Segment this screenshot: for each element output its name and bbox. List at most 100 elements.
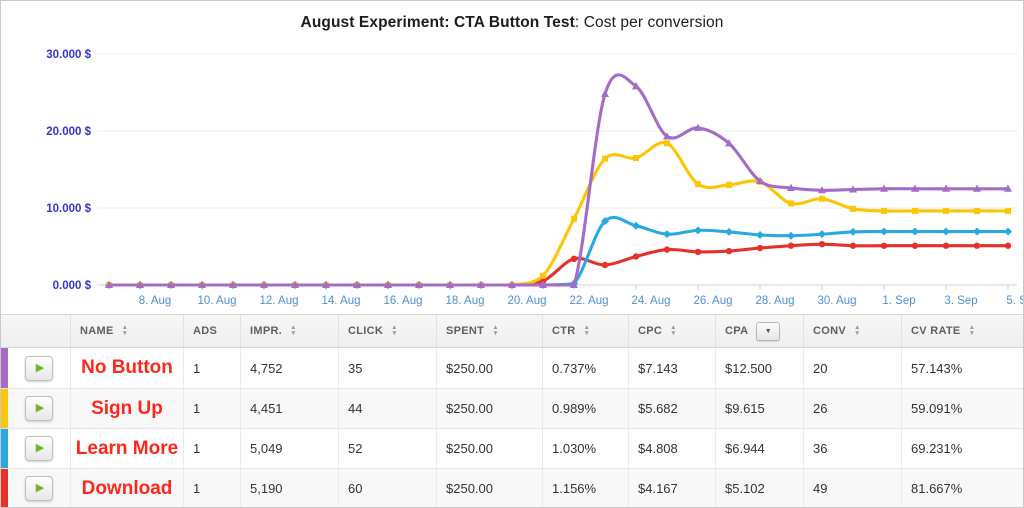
- series-no-button: [105, 73, 1012, 288]
- data-point-marker-triangle: [508, 280, 516, 288]
- experiment-name[interactable]: Learn More: [70, 429, 183, 468]
- cell-click: 44: [338, 389, 436, 428]
- data-point-marker-diamond: [663, 230, 671, 239]
- cell-click: 60: [338, 469, 436, 507]
- col-header-label: CPC: [638, 325, 663, 337]
- data-point-marker-circle: [818, 240, 826, 248]
- sort-up-icon: ▲: [853, 324, 861, 331]
- data-point-marker-circle: [880, 242, 888, 249]
- sort-icon[interactable]: ▲ ▼: [670, 324, 677, 337]
- sort-down-icon: ▼: [492, 330, 499, 337]
- cell-conv: 20: [803, 348, 901, 388]
- experiment-name[interactable]: Download: [70, 469, 183, 507]
- x-axis-label-10-aug: 10. Aug: [197, 295, 236, 307]
- col-header-cpa[interactable]: CPA ▼: [715, 315, 803, 347]
- sort-down-icon: ▼: [290, 330, 297, 337]
- data-point-marker-triangle: [570, 280, 578, 288]
- data-point-marker-square: [943, 207, 949, 214]
- col-header-label: SPENT: [446, 325, 485, 337]
- x-axis-label-22-aug: 22. Aug: [569, 295, 608, 307]
- data-point-marker-square: [602, 155, 608, 162]
- cell-cv-rate: 81.667%: [901, 469, 1023, 507]
- play-icon: ▶: [35, 482, 45, 494]
- data-point-marker-triangle: [384, 280, 392, 288]
- data-point-marker-triangle: [539, 280, 547, 288]
- x-axis-label-8-aug: 8. Aug: [139, 295, 172, 307]
- chart-title-metric: : Cost per conversion: [574, 14, 724, 31]
- series-line-sign-up: [107, 141, 1010, 287]
- data-point-marker-circle: [601, 261, 609, 269]
- play-button[interactable]: ▶: [25, 476, 53, 501]
- data-point-marker-diamond: [1004, 227, 1012, 236]
- cell-cv-rate: 57.143%: [901, 348, 1023, 388]
- results-table-body: ▶ No Button 1 4,752 35 $250.00 0.737% $7.143 $12…: [1, 348, 1023, 507]
- sort-up-icon: ▲: [492, 324, 499, 331]
- cell-spent: $250.00: [436, 348, 542, 388]
- data-point-marker-square: [664, 140, 670, 147]
- col-header-name[interactable]: NAME ▲ ▼: [70, 315, 183, 347]
- series-sign-up: [106, 140, 1011, 288]
- play-icon: ▶: [35, 361, 45, 374]
- data-point-marker-diamond: [694, 226, 702, 235]
- active-sort-desc-button[interactable]: ▼: [756, 321, 781, 341]
- series-color-bar: [1, 469, 8, 507]
- sort-icon[interactable]: ▲ ▼: [584, 324, 591, 337]
- play-button[interactable]: ▶: [25, 396, 53, 421]
- cell-ctr: 1.156%: [542, 469, 628, 507]
- data-point-marker-triangle: [756, 176, 764, 185]
- sort-icon[interactable]: ▲ ▼: [391, 324, 398, 337]
- data-point-marker-triangle: [725, 139, 733, 147]
- cell-ctr: 0.989%: [542, 389, 628, 428]
- col-header-conv[interactable]: CONV ▲ ▼: [803, 315, 901, 347]
- header-spacer-play: [8, 315, 70, 347]
- data-point-marker-triangle: [322, 280, 330, 288]
- col-header-label: ADS: [193, 325, 218, 337]
- series-color-bar: [1, 429, 8, 468]
- cell-ctr: 1.030%: [542, 429, 628, 468]
- sort-up-icon: ▲: [391, 324, 398, 331]
- sort-icon[interactable]: ▲ ▼: [290, 324, 297, 337]
- cell-cpc: $7.143: [628, 348, 715, 388]
- data-point-marker-triangle: [291, 280, 299, 288]
- cell-cpa: $5.102: [715, 469, 803, 507]
- col-header-spent[interactable]: SPENT ▲ ▼: [436, 315, 542, 347]
- x-axis-label-30-aug: 30. Aug: [817, 295, 856, 307]
- data-point-marker-diamond: [880, 227, 888, 236]
- play-cell: ▶: [8, 469, 70, 507]
- cell-conv: 49: [803, 469, 901, 507]
- data-point-marker-circle: [849, 242, 857, 249]
- experiment-name[interactable]: No Button: [70, 348, 183, 388]
- data-point-marker-triangle: [911, 184, 919, 192]
- experiment-name[interactable]: Sign Up: [70, 389, 183, 428]
- sort-icon[interactable]: ▲ ▼: [122, 324, 129, 337]
- data-point-marker-triangle: [446, 280, 454, 288]
- table-row-sign-up: ▶ Sign Up 1 4,451 44 $250.00 0.989% $5.682 $9.61…: [1, 388, 1023, 428]
- play-icon: ▶: [35, 442, 45, 454]
- col-header-ctr[interactable]: CTR ▲ ▼: [542, 315, 628, 347]
- data-point-marker-triangle: [136, 280, 144, 288]
- play-button[interactable]: ▶: [25, 355, 53, 381]
- data-point-marker-square: [850, 205, 856, 212]
- cell-cpa: $6.944: [715, 429, 803, 468]
- col-header-impr[interactable]: IMPR. ▲ ▼: [240, 315, 338, 347]
- play-button[interactable]: ▶: [25, 436, 53, 461]
- data-point-marker-circle: [787, 242, 795, 249]
- col-header-click[interactable]: CLICK ▲ ▼: [338, 315, 436, 347]
- sort-up-icon: ▲: [968, 324, 976, 331]
- cell-cpa: $9.615: [715, 389, 803, 428]
- results-table-header: NAME ▲ ▼ ADS IMPR. ▲ ▼ CLICK ▲ ▼ SPENT ▲ ▼ CTR ▲ ▼ CPC ▲ ▼…: [1, 315, 1023, 348]
- y-axis-label-20: 20.000 $: [46, 126, 91, 138]
- col-header-label: IMPR.: [250, 325, 283, 337]
- y-axis-label-10: 10.000 $: [46, 203, 91, 215]
- sort-icon[interactable]: ▲ ▼: [492, 324, 499, 337]
- data-point-marker-diamond: [787, 231, 795, 240]
- col-header-cv-rate[interactable]: CV RATE ▲ ▼: [901, 315, 1023, 347]
- data-point-marker-circle: [663, 246, 671, 253]
- cell-click: 52: [338, 429, 436, 468]
- data-point-marker-diamond: [818, 230, 826, 239]
- sort-down-icon: ▼: [853, 330, 861, 337]
- data-point-marker-triangle: [260, 280, 268, 288]
- sort-icon[interactable]: ▲ ▼: [968, 324, 976, 337]
- col-header-cpc[interactable]: CPC ▲ ▼: [628, 315, 715, 347]
- sort-icon[interactable]: ▲ ▼: [853, 324, 861, 337]
